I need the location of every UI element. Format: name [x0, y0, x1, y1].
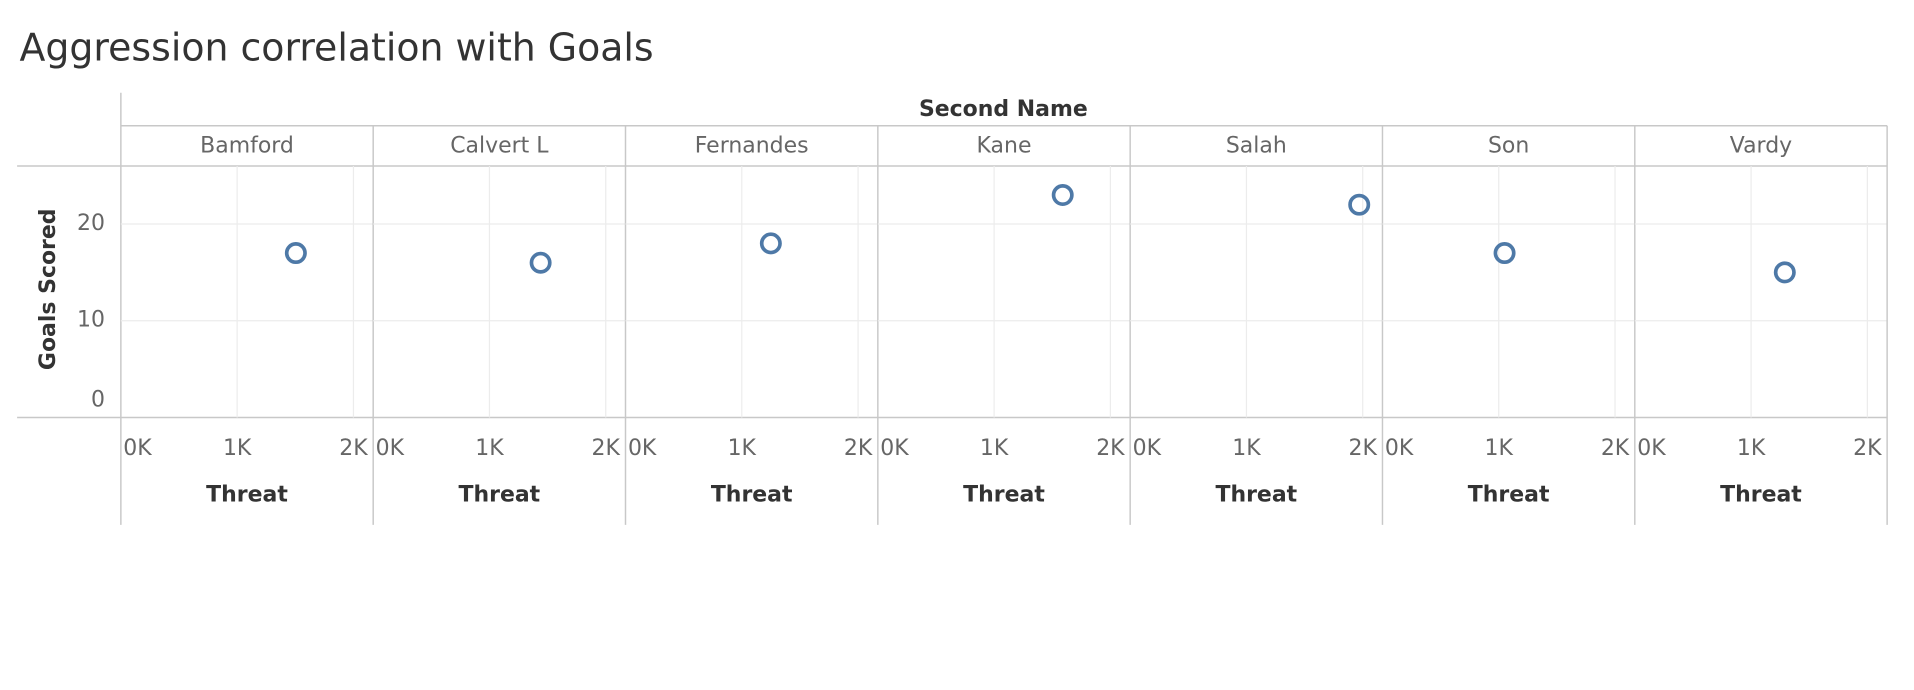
y-tick-label: 10 — [77, 308, 105, 333]
y-axis-title: Goals Scored — [36, 208, 61, 370]
x-tick-label: 1K — [475, 436, 504, 461]
x-tick-label: 1K — [728, 436, 757, 461]
facet-label: Second Name — [919, 97, 1088, 122]
x-tick-label: 2K — [1096, 436, 1125, 461]
point — [1348, 193, 1371, 216]
x-tick-label: 2K — [844, 436, 873, 461]
x-tick-label: 0K — [1385, 436, 1414, 461]
y-tick-label: 20 — [77, 211, 105, 236]
facet-header: Calvert L — [450, 133, 549, 158]
x-tick-label: 0K — [1637, 436, 1666, 461]
facet-header: Bamford — [200, 133, 294, 158]
y-tick-label: 0 — [91, 387, 105, 412]
x-axis-title: Threat — [459, 483, 541, 508]
x-axis-title: Threat — [963, 483, 1045, 508]
x-tick-label: 0K — [376, 436, 405, 461]
x-tick-label: 1K — [980, 436, 1009, 461]
x-tick-label: 0K — [628, 436, 657, 461]
x-tick-label: 2K — [339, 436, 368, 461]
chart-title: Aggression correlation with Goals — [20, 26, 654, 70]
x-axis-title: Threat — [1215, 483, 1297, 508]
point — [1773, 261, 1796, 284]
x-tick-label: 0K — [1133, 436, 1162, 461]
x-tick-label: 2K — [1853, 436, 1882, 461]
x-tick-label: 2K — [1601, 436, 1630, 461]
x-tick-label: 1K — [1232, 436, 1261, 461]
x-tick-label: 2K — [1349, 436, 1378, 461]
x-axis-title: Threat — [711, 483, 793, 508]
x-tick-label: 0K — [880, 436, 909, 461]
point — [1493, 242, 1516, 265]
point — [759, 232, 782, 255]
facet-header: Vardy — [1730, 133, 1792, 158]
x-axis-title: Threat — [206, 483, 288, 508]
x-tick-label: 0K — [123, 436, 152, 461]
x-tick-label: 1K — [1485, 436, 1514, 461]
facet-header: Fernandes — [695, 133, 809, 158]
facet-header: Kane — [977, 133, 1032, 158]
x-tick-label: 2K — [592, 436, 621, 461]
facet-header: Salah — [1226, 133, 1287, 158]
facet-header: Son — [1488, 133, 1529, 158]
x-tick-label: 1K — [1737, 436, 1766, 461]
point — [284, 242, 307, 265]
x-axis-title: Threat — [1720, 483, 1802, 508]
point — [529, 251, 552, 274]
x-axis-title: Threat — [1468, 483, 1550, 508]
point — [1051, 184, 1074, 207]
x-tick-label: 1K — [223, 436, 252, 461]
